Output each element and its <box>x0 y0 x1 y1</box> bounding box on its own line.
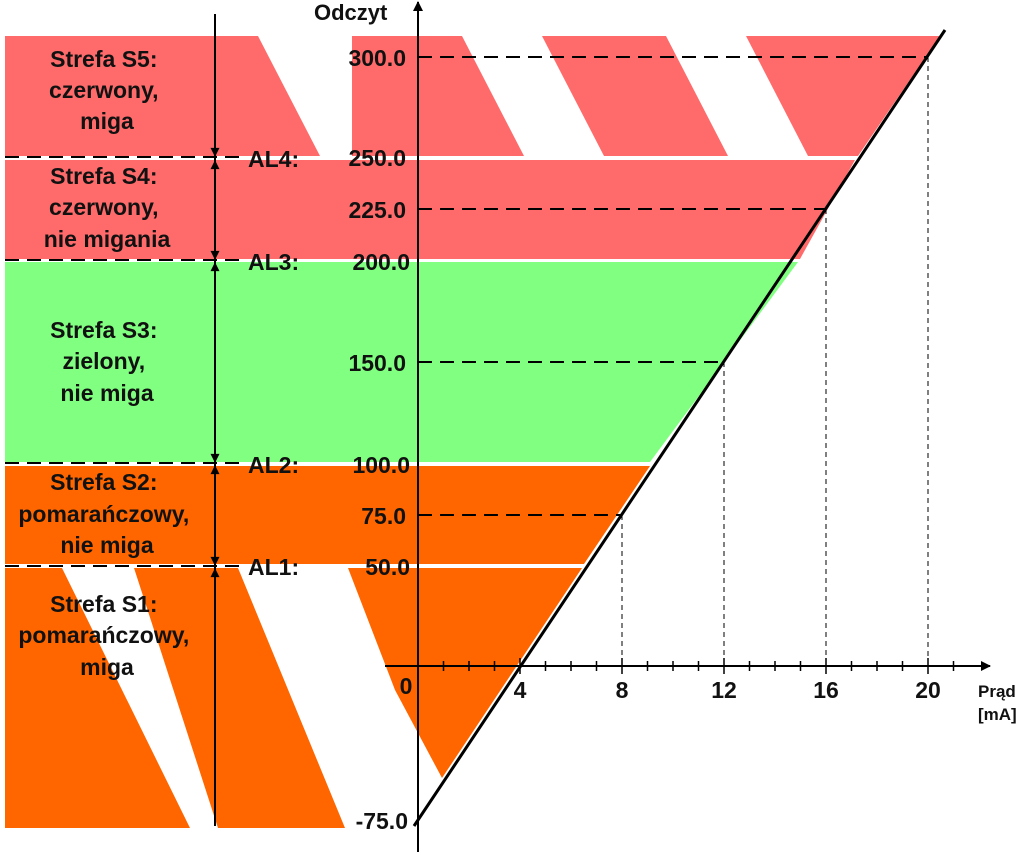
y-tick-300: 300.0 <box>348 45 406 71</box>
x-axis-title: Prąd <box>978 682 1016 701</box>
zone-s2-fill <box>5 466 650 564</box>
y-tick-100: 100.0 <box>352 452 410 478</box>
zone-s5-label: Strefa S5: czerwony, miga <box>49 46 165 134</box>
al4-label: AL4: <box>248 146 299 172</box>
al2-label: AL2: <box>248 452 299 478</box>
y-tick-200: 200.0 <box>352 249 410 275</box>
zone-s2-label: Strefa S2: pomarańczowy, nie miga <box>18 469 195 558</box>
zone-s1-fill <box>5 568 582 828</box>
x-tick-16: 16 <box>813 677 839 703</box>
characteristic-line <box>412 29 947 827</box>
zone-s1-label: Strefa S1: pomarańczowy, miga <box>18 591 195 680</box>
al3-label: AL3: <box>248 249 299 275</box>
zone-s3-label: Strefa S3: zielony, nie miga <box>50 317 164 406</box>
x-tick-4: 4 <box>514 677 527 703</box>
y-tick-neg75: -75.0 <box>356 808 408 834</box>
y-axis-title: Odczyt <box>314 0 388 25</box>
y-tick-225: 225.0 <box>348 197 406 223</box>
zone-s4-label: Strefa S4: czerwony, nie migania <box>44 163 171 252</box>
y-tick-250: 250.0 <box>348 145 406 171</box>
x-tick-0: 0 <box>400 673 413 699</box>
x-axis-unit: [mA] <box>978 705 1017 724</box>
x-tick-12: 12 <box>711 677 737 703</box>
y-tick-75: 75.0 <box>361 503 406 529</box>
zone-s3-fill <box>5 262 798 462</box>
y-tick-150: 150.0 <box>348 350 406 376</box>
al1-label: AL1: <box>248 554 299 580</box>
y-tick-50: 50.0 <box>365 554 410 580</box>
zone-s5-fill <box>5 36 940 156</box>
x-tick-8: 8 <box>616 677 629 703</box>
svg-text:Odczyt: Odczyt <box>314 0 388 25</box>
x-tick-20: 20 <box>915 677 941 703</box>
